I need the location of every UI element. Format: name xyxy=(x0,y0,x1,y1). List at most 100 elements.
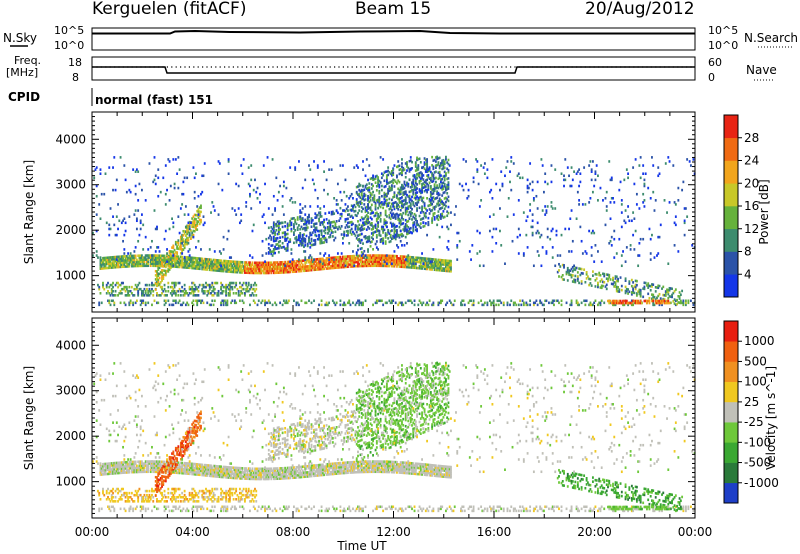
power-cell xyxy=(133,287,136,291)
power-cell xyxy=(367,217,369,221)
power-cell xyxy=(256,263,259,267)
power-cell xyxy=(310,266,313,270)
power-cell xyxy=(575,172,578,175)
power-cell xyxy=(651,299,653,303)
power-cell xyxy=(112,255,114,259)
power-cell xyxy=(608,275,611,279)
power-cell xyxy=(612,301,614,305)
power-cell xyxy=(177,257,180,260)
power-cell xyxy=(267,299,270,303)
power-cell xyxy=(216,259,219,262)
power-cell xyxy=(140,213,143,216)
power-cell xyxy=(355,164,358,167)
power-cell xyxy=(264,260,266,263)
power-cell xyxy=(146,287,148,291)
power-cell xyxy=(579,273,582,277)
power-cell xyxy=(605,277,608,280)
power-cell xyxy=(612,197,614,200)
power-cell xyxy=(169,292,172,295)
power-cell xyxy=(358,233,361,237)
power-cell xyxy=(360,193,363,197)
power-cell xyxy=(364,208,367,212)
power-cell xyxy=(638,164,641,167)
power-cell xyxy=(162,275,165,278)
power-cell xyxy=(269,265,271,269)
power-cell xyxy=(325,267,328,270)
power-cell xyxy=(148,162,151,165)
power-cell xyxy=(225,283,228,287)
power-cell xyxy=(419,218,422,221)
power-cell xyxy=(399,213,402,216)
power-cell xyxy=(559,254,562,257)
power-cell xyxy=(293,227,295,230)
power-cell xyxy=(662,285,665,289)
power-cell xyxy=(570,267,573,271)
power-cell xyxy=(92,231,94,235)
power-cell xyxy=(419,226,422,229)
power-cell xyxy=(643,178,646,182)
power-cell xyxy=(249,287,251,291)
power-cell xyxy=(643,184,646,188)
power-cell xyxy=(275,237,278,240)
power-cell xyxy=(114,265,117,269)
power-cell xyxy=(197,267,200,270)
power-cell xyxy=(122,265,125,268)
power-cell xyxy=(103,258,106,262)
power-cell xyxy=(413,262,416,265)
power-cell xyxy=(186,242,189,246)
power-cell xyxy=(673,290,676,293)
power-cell xyxy=(284,231,287,234)
power-cell xyxy=(213,258,216,262)
power-cell xyxy=(162,265,165,268)
power-cell xyxy=(568,227,570,231)
power-cell xyxy=(364,254,367,257)
power-cell xyxy=(384,185,387,188)
power-cell xyxy=(653,209,656,212)
power-cell xyxy=(408,196,411,200)
power-cell xyxy=(639,301,642,305)
power-cell xyxy=(362,256,364,260)
power-cell xyxy=(367,260,369,264)
power-cell xyxy=(441,206,444,210)
power-cell xyxy=(559,265,562,268)
power-cell xyxy=(455,205,457,208)
power-cell xyxy=(390,256,393,260)
power-cell xyxy=(614,285,617,288)
power-cell xyxy=(161,264,163,268)
power-cell xyxy=(404,212,407,216)
power-cell xyxy=(490,303,493,307)
power-cell xyxy=(228,270,231,273)
power-cell xyxy=(192,264,195,268)
power-cell xyxy=(399,259,402,262)
power-cell xyxy=(117,261,119,265)
power-cell xyxy=(372,254,374,257)
power-cell xyxy=(643,287,646,291)
power-cell xyxy=(231,285,234,289)
power-cell xyxy=(404,200,407,204)
power-cell xyxy=(615,299,618,303)
power-cell xyxy=(113,259,116,263)
power-cell xyxy=(179,243,182,247)
power-cell xyxy=(434,176,437,180)
power-cell xyxy=(157,262,160,266)
power-cell xyxy=(354,258,357,262)
power-cell xyxy=(230,281,233,285)
power-cell xyxy=(367,258,369,261)
power-cell xyxy=(311,264,314,268)
power-cell xyxy=(394,233,397,237)
power-cell xyxy=(383,195,386,199)
power-cell xyxy=(306,216,309,219)
power-cell xyxy=(143,260,146,263)
power-cell xyxy=(344,209,347,213)
power-cell xyxy=(368,190,371,193)
power-cell xyxy=(139,260,142,264)
power-cell xyxy=(173,261,176,264)
power-cell xyxy=(614,303,617,307)
power-cell xyxy=(431,266,434,269)
power-cell xyxy=(403,225,406,229)
power-cell xyxy=(385,170,388,173)
power-cell xyxy=(658,299,661,303)
power-cell xyxy=(114,188,117,192)
power-cell xyxy=(171,294,173,297)
power-cell xyxy=(561,274,564,277)
